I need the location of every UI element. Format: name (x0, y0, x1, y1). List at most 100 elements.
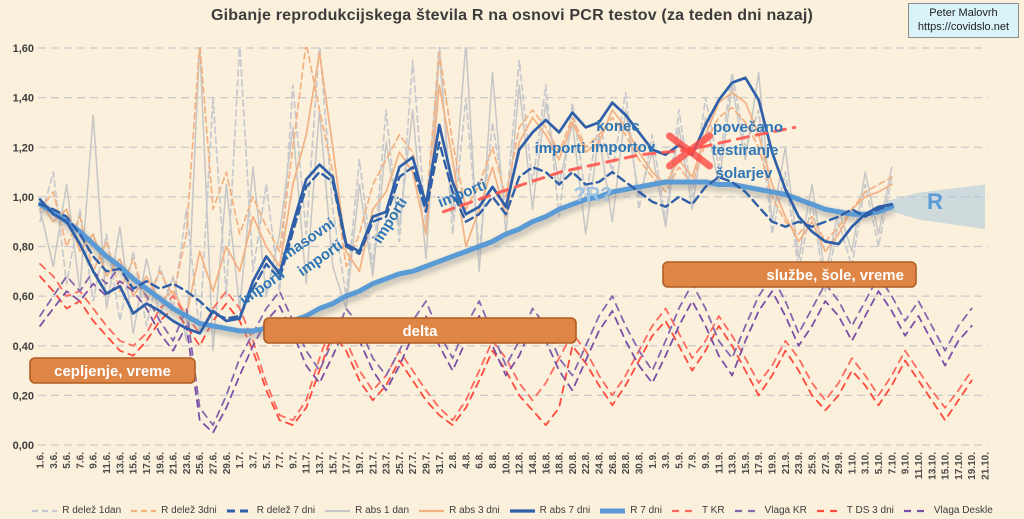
x-tick-label: 19.9. (768, 452, 779, 474)
series-r-dele-3dni (39, 47, 893, 302)
y-tick-label: 0,60 (13, 291, 34, 303)
callout-box-delta (263, 317, 577, 344)
credit-box: Peter Malovrh https://covidslo.net (907, 3, 1019, 38)
x-tick-label: 7.6. (75, 452, 86, 469)
x-tick-label: 29.7. (421, 452, 432, 474)
legend-label: R 7 dni (630, 505, 662, 516)
x-tick-label: 30.8. (634, 452, 645, 474)
x-tick-label: 15.9. (741, 452, 752, 474)
legend-marker-r-abs-1-dan (325, 509, 351, 512)
x-tick-label: 13.6. (115, 452, 126, 474)
credit-url-link[interactable]: https://covidslo.net (917, 21, 1009, 34)
legend-marker-r-dele-1dan (32, 509, 58, 512)
credit-author: Peter Malovrh (929, 7, 998, 19)
x-tick-label: 7.9. (688, 452, 699, 469)
legend-item-t-kr: T KR (671, 505, 725, 516)
legend-marker-vlaga-kr (734, 509, 760, 512)
x-tick-label: 13.10. (927, 452, 938, 480)
x-tick-label: 11.7. (302, 452, 313, 474)
legend-item-r-7-dni: R 7 dni (599, 505, 662, 516)
x-tick-label: 11.10. (914, 452, 925, 479)
x-tick-label: 26.8. (608, 452, 619, 474)
annotation-konec: konec (596, 118, 639, 135)
y-tick-label: 1,60 (13, 43, 34, 55)
x-tick-label: 29.9. (834, 452, 845, 474)
legend-item-r-abs-7-dni: R abs 7 dni (509, 505, 591, 516)
y-tick-label: 1,00 (13, 192, 34, 204)
legend-item-t-ds-3-dni: T DS 3 dni (816, 505, 894, 516)
x-tick-label: 7.10. (887, 452, 898, 474)
x-tick-label: 16.8. (541, 452, 552, 474)
x-tick-label: 14.8. (528, 452, 539, 474)
y-tick-label: 1,40 (13, 93, 34, 105)
x-tick-label: 21.9. (781, 452, 792, 474)
x-tick-label: 17.7. (342, 452, 353, 474)
x-tick-label: 5.10. (874, 452, 885, 474)
legend-item-r-abs-1-dan: R abs 1 dan (324, 505, 409, 516)
annotation-olarjev: šolarjev (716, 165, 773, 182)
legend-marker-r-abs-3-dni (419, 509, 445, 512)
chart-title: Gibanje reprodukcijskega števila R na os… (210, 7, 814, 24)
series-r-7-dni (38, 179, 895, 334)
legend-label: Vlaga Deskle (933, 505, 993, 516)
series-r-dele-1dan (39, 47, 893, 335)
annotation-r: ?R? (574, 184, 613, 206)
y-tick-label: 1,20 (13, 142, 34, 154)
x-tick-label: 5.7. (262, 452, 273, 469)
x-tick-label: 24.8. (595, 452, 606, 474)
x-tick-label: 17.6. (142, 452, 153, 474)
callout-box-slu-be-ole-vreme (662, 261, 917, 288)
x-tick-label: 22.8. (581, 452, 592, 474)
x-tick-label: 20.8. (568, 452, 579, 474)
legend-marker-r-dele-3dni (131, 509, 157, 512)
x-marker-stroke (666, 132, 714, 170)
x-tick-label: 2.8. (448, 452, 459, 469)
legend-marker-t-kr (671, 509, 697, 512)
x-tick-label: 27.9. (821, 452, 832, 474)
x-tick-label: 13.9. (728, 452, 739, 474)
x-tick-label: 5.6. (62, 452, 73, 469)
x-tick-label: 25.9. (807, 452, 818, 474)
legend-marker-r-dele-7-dni (226, 509, 252, 512)
legend-label: R delež 7 dni (256, 505, 316, 516)
series-r-abs-3-dni (39, 52, 893, 317)
x-tick-label: 19.7. (355, 452, 366, 474)
legend-item-r-abs-3-dni: R abs 3 dni (418, 505, 500, 516)
y-tick-label: 0,80 (13, 242, 34, 254)
legend-label: R abs 7 dni (539, 505, 591, 516)
x-tick-label: 21.6. (169, 452, 180, 474)
x-tick-label: 6.8. (475, 452, 486, 469)
legend-label: R abs 3 dni (449, 505, 500, 516)
callout-label: službe, šole, vreme (766, 267, 904, 284)
legend-item-r-dele-7-dni: R delež 7 dni (226, 505, 315, 516)
x-tick-label: 23.9. (794, 452, 805, 474)
x-tick-label: 23.6. (182, 452, 193, 474)
chart-legend: R delež 1dan R delež 3dni R delež 7 dni R a… (0, 505, 1024, 516)
x-tick-label: 4.8. (461, 452, 472, 469)
x-tick-label: 9.7. (288, 452, 299, 469)
x-tick-label: 3.10. (861, 452, 872, 474)
annotation-importi: importi (535, 140, 586, 157)
annotation-pove-ano: povečano (713, 119, 783, 136)
x-tick-label: 25.7. (395, 452, 406, 474)
x-tick-label: 18.8. (555, 452, 566, 474)
x-tick-label: 19.6. (155, 452, 166, 474)
x-tick-label: 11.9. (714, 452, 725, 474)
x-tick-label: 25.6. (195, 452, 206, 474)
x-tick-label: 31.7. (435, 452, 446, 474)
x-tick-label: 15.6. (129, 452, 140, 474)
legend-item-vlaga-kr: Vlaga KR (734, 505, 807, 516)
x-tick-label: 12.8. (515, 452, 526, 474)
legend-marker-vlaga-deskle (903, 509, 929, 512)
x-tick-label: 1.7. (235, 452, 246, 469)
annotation-importov: importov (591, 139, 656, 156)
x-tick-label: 29.6. (222, 452, 233, 474)
series-vlaga-deskle (39, 280, 973, 434)
series-r-abs-7-dni (38, 76, 894, 335)
x-tick-label: 11.6. (102, 452, 113, 474)
legend-label: T KR (701, 505, 725, 516)
x-tick-label: 15.7. (328, 452, 339, 474)
x-tick-label: 21.10. (981, 452, 992, 480)
